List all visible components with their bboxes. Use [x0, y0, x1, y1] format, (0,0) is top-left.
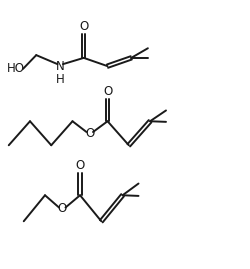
Text: HO: HO	[7, 62, 25, 75]
Text: O: O	[103, 85, 112, 98]
Text: N: N	[56, 60, 64, 73]
Text: H: H	[56, 73, 64, 86]
Text: O: O	[79, 20, 88, 33]
Text: O: O	[85, 127, 94, 140]
Text: O: O	[76, 159, 85, 172]
Text: O: O	[58, 202, 66, 215]
